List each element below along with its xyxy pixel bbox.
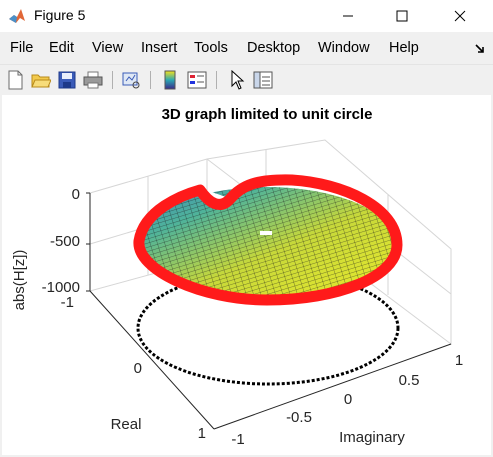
insert-legend-button[interactable] xyxy=(186,69,208,91)
maximize-button[interactable] xyxy=(379,0,425,32)
menu-file[interactable]: File xyxy=(10,40,34,56)
minimize-button[interactable] xyxy=(325,0,371,32)
z-tick-label: -1000 xyxy=(42,279,80,296)
x-tick-label: -1 xyxy=(231,431,244,448)
toolbar-separator xyxy=(112,71,113,89)
open-file-icon xyxy=(31,74,51,88)
legend-icon xyxy=(187,71,207,89)
x-tick-label: 1 xyxy=(455,352,463,369)
figure-canvas: 3D graph limited to unit circle xyxy=(2,95,491,455)
x-tick-label: 0 xyxy=(344,391,352,408)
z-tick-label: 0 xyxy=(72,186,80,203)
y-tick-label: 0 xyxy=(134,360,142,377)
link-plot-icon xyxy=(122,72,140,89)
y-axis-label: Real xyxy=(111,416,142,433)
surface-plot: 3D graph limited to unit circle xyxy=(11,106,463,448)
toolbar-separator xyxy=(150,71,151,89)
figure-toolbar xyxy=(0,64,493,95)
colorbar-icon xyxy=(164,70,176,90)
surface-boundary xyxy=(133,174,403,306)
print-icon xyxy=(83,71,103,89)
link-plot-button[interactable] xyxy=(120,69,142,91)
dock-arrow-icon[interactable] xyxy=(474,43,486,55)
save-icon xyxy=(58,71,76,89)
new-figure-button[interactable] xyxy=(4,69,26,91)
title-bar: Figure 5 xyxy=(0,0,493,32)
menu-tools[interactable]: Tools xyxy=(194,40,228,56)
new-figure-icon xyxy=(8,70,23,90)
z-tick-label: -500 xyxy=(50,233,80,250)
toolbar-separator xyxy=(216,71,217,89)
menu-help[interactable]: Help xyxy=(389,40,419,56)
close-icon xyxy=(454,10,466,22)
menu-bar: File Edit View Insert Tools Desktop Wind… xyxy=(0,38,493,60)
chart-title: 3D graph limited to unit circle xyxy=(162,106,373,123)
window-title: Figure 5 xyxy=(34,7,86,23)
maximize-icon xyxy=(396,10,408,22)
close-button[interactable] xyxy=(437,0,483,32)
x-tick-label: 0.5 xyxy=(399,372,420,389)
menu-desktop[interactable]: Desktop xyxy=(247,40,301,56)
print-button[interactable] xyxy=(82,69,104,91)
surface-mesh xyxy=(133,174,403,306)
y-tick-label: 1 xyxy=(198,425,206,442)
x-tick-label: -0.5 xyxy=(286,409,312,426)
save-button[interactable] xyxy=(56,69,78,91)
axis-lines xyxy=(86,192,452,430)
pointer-icon xyxy=(231,70,245,90)
menu-window[interactable]: Window xyxy=(318,40,370,56)
minimize-icon xyxy=(343,15,353,17)
menu-insert[interactable]: Insert xyxy=(141,40,178,56)
edit-plot-button[interactable] xyxy=(226,69,248,91)
z-axis-label: abs(H[z]) xyxy=(11,250,28,311)
matlab-logo-icon xyxy=(9,9,25,23)
x-axis-label: Imaginary xyxy=(339,429,405,446)
open-file-button[interactable] xyxy=(30,69,52,91)
menu-view[interactable]: View xyxy=(92,40,124,56)
plot-browser-button[interactable] xyxy=(252,69,274,91)
plot-browser-icon xyxy=(253,71,273,89)
y-tick-label: -1 xyxy=(61,294,74,311)
menu-edit[interactable]: Edit xyxy=(49,40,74,56)
insert-colorbar-button[interactable] xyxy=(159,69,181,91)
